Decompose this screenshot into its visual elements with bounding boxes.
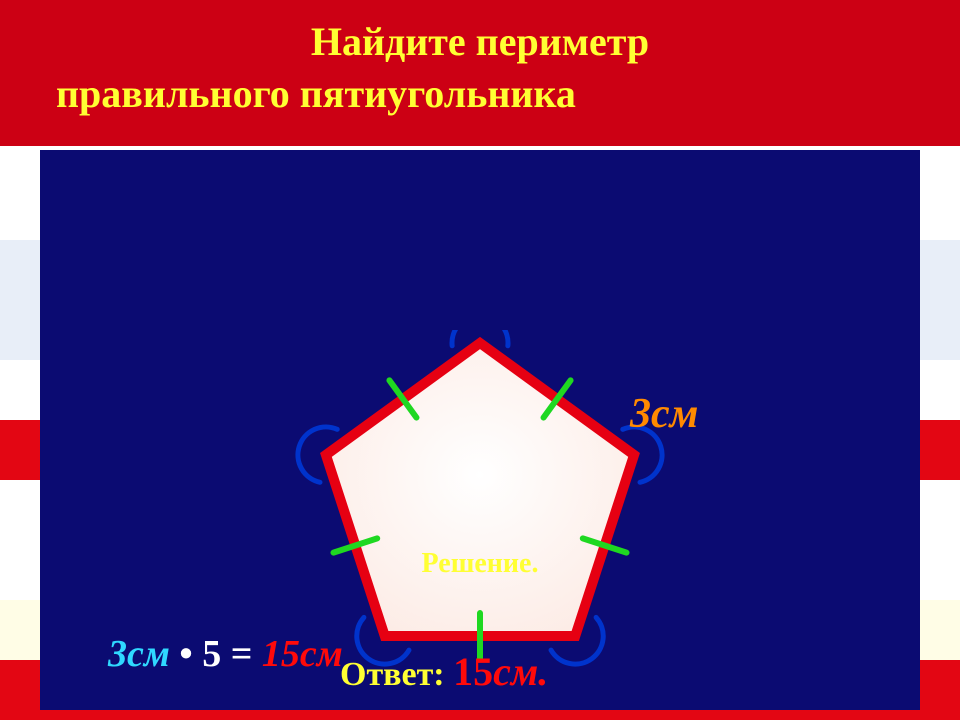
eq-multiplier: 5	[202, 633, 221, 675]
eq-equals: =	[221, 633, 262, 675]
solution-heading: Решение.	[40, 548, 920, 580]
eq-rhs-value: 15	[262, 633, 300, 675]
eq-operator: •	[170, 633, 202, 675]
answer-unit: см.	[493, 649, 548, 694]
answer-value: 15	[453, 649, 493, 694]
title-line-1: Найдите периметр	[56, 16, 904, 68]
side-length-label: 3см	[630, 390, 698, 438]
answer-line: Ответ: 15см.	[340, 648, 548, 695]
figure-canvas: 3см Решение. 3см • 5 = 15см Ответ: 15см.	[40, 150, 920, 710]
solution-equation: 3см • 5 = 15см	[70, 588, 343, 720]
title-band: Найдите периметр правильного пятиугольни…	[0, 0, 960, 146]
answer-label: Ответ:	[340, 656, 453, 693]
eq-lhs-value: 3	[108, 633, 127, 675]
eq-lhs-unit: см	[127, 633, 170, 675]
eq-rhs-unit: см	[300, 633, 343, 675]
pentagon-shape	[326, 343, 634, 636]
title-line-2: правильного пятиугольника	[56, 68, 904, 120]
